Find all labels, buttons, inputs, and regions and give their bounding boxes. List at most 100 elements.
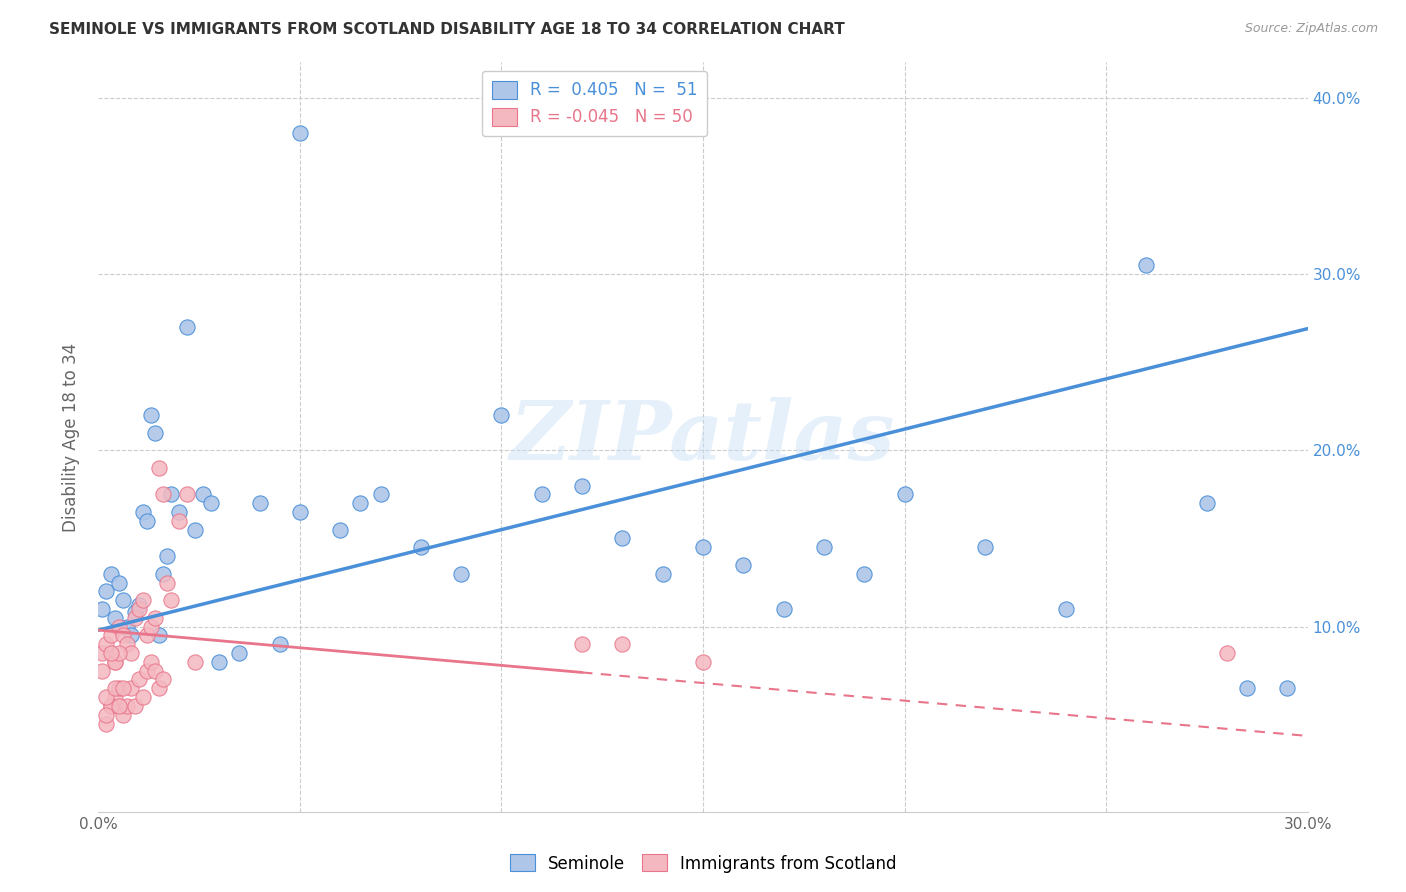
Point [1195,496,1218,510]
Point [103,681,125,696]
Point [107,619,129,633]
Point [115,637,138,651]
Point [193,487,215,501]
Point [96,584,118,599]
Point [156,549,179,563]
Point [571,637,593,651]
Text: ZIPatlas: ZIPatlas [510,397,896,477]
Point [124,611,146,625]
Point [491,408,513,422]
Point [692,655,714,669]
Point [107,646,129,660]
Point [853,566,876,581]
Point [143,425,166,440]
Point [96,690,118,705]
Point [111,681,134,696]
Point [143,611,166,625]
Point [813,541,835,555]
Point [349,496,371,510]
Point [1236,681,1258,696]
Point [208,655,231,669]
Point [107,681,129,696]
Point [612,637,634,651]
Point [135,664,157,678]
Point [103,690,125,705]
Point [160,593,183,607]
Point [450,566,472,581]
Point [152,487,174,501]
Legend: R =  0.405   N =  51, R = -0.045   N = 50: R = 0.405 N = 51, R = -0.045 N = 50 [482,70,707,136]
Point [288,505,311,519]
Y-axis label: Disability Age 18 to 34: Disability Age 18 to 34 [62,343,80,532]
Point [107,575,129,590]
Point [124,698,146,713]
Point [152,673,174,687]
Point [111,593,134,607]
Point [160,487,183,501]
Point [692,541,714,555]
Point [91,646,114,660]
Point [115,619,138,633]
Point [91,664,114,678]
Point [1216,646,1239,660]
Point [135,514,157,528]
Point [132,690,155,705]
Point [120,628,142,642]
Point [148,628,170,642]
Point [1054,602,1077,616]
Point [100,628,122,642]
Point [176,319,198,334]
Point [96,637,118,651]
Point [128,602,150,616]
Point [96,707,118,722]
Point [115,698,138,713]
Point [167,505,190,519]
Point [733,558,755,572]
Point [132,593,155,607]
Text: Source: ZipAtlas.com: Source: ZipAtlas.com [1244,22,1378,36]
Point [132,505,155,519]
Point [167,514,190,528]
Point [100,698,122,713]
Point [228,646,250,660]
Point [143,664,166,678]
Point [103,655,125,669]
Point [96,716,118,731]
Point [651,566,673,581]
Point [612,532,634,546]
Text: SEMINOLE VS IMMIGRANTS FROM SCOTLAND DISABILITY AGE 18 TO 34 CORRELATION CHART: SEMINOLE VS IMMIGRANTS FROM SCOTLAND DIS… [49,22,845,37]
Legend: Seminole, Immigrants from Scotland: Seminole, Immigrants from Scotland [503,847,903,880]
Point [288,126,311,140]
Point [91,602,114,616]
Point [893,487,915,501]
Point [200,496,222,510]
Point [269,637,291,651]
Point [128,673,150,687]
Point [139,619,162,633]
Point [184,655,207,669]
Point [974,541,997,555]
Point [1135,258,1157,272]
Point [103,611,125,625]
Point [120,681,142,696]
Point [111,707,134,722]
Point [772,602,794,616]
Point [1277,681,1299,696]
Point [100,698,122,713]
Point [139,408,162,422]
Point [111,628,134,642]
Point [107,698,129,713]
Point [176,487,198,501]
Point [249,496,271,510]
Point [329,523,352,537]
Point [152,566,174,581]
Point [120,646,142,660]
Point [530,487,553,501]
Point [139,655,162,669]
Point [103,655,125,669]
Point [156,575,179,590]
Point [124,606,146,620]
Point [148,681,170,696]
Point [128,599,150,613]
Point [148,461,170,475]
